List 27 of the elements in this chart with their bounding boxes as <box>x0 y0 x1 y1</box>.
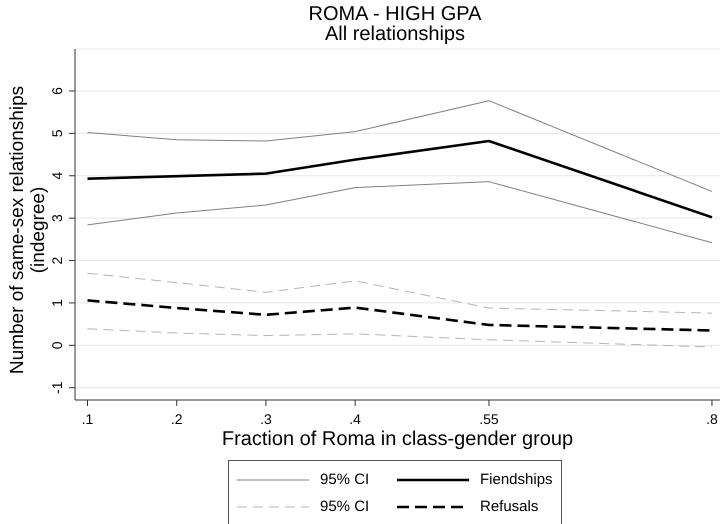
line-series <box>86 181 712 244</box>
x-tick-label: .3 <box>260 411 272 427</box>
line-series <box>86 140 714 219</box>
x-axis-title: Fraction of Roma in class-gender group <box>222 428 574 450</box>
y-tick-label: 5 <box>49 129 65 138</box>
chart-title: ROMA - HIGH GPA <box>308 3 482 25</box>
line-series <box>86 328 712 348</box>
x-tick-label: .8 <box>706 411 718 427</box>
y-tick-label: 4 <box>49 172 65 180</box>
x-tick-label: .1 <box>82 411 94 427</box>
x-tick-label: .55 <box>479 411 499 427</box>
legend-label: Refusals <box>480 498 538 515</box>
y-tick-label: 3 <box>49 214 65 222</box>
y-tick-label: -1 <box>49 381 65 394</box>
y-tick-label: 0 <box>49 341 65 350</box>
y-tick-label: 1 <box>49 298 65 307</box>
line-series <box>86 272 712 314</box>
line-series <box>86 100 712 192</box>
y-tick-label: 6 <box>49 86 65 95</box>
legend-label: 95% CI <box>320 498 370 515</box>
y-axis-title: Number of same-sex relationships (indegree) <box>7 86 49 374</box>
legend-label: Fiendships <box>480 471 553 488</box>
chart-subtitle: All relationships <box>324 23 466 45</box>
x-tick-label: .2 <box>170 411 183 427</box>
legend-label: 95% CI <box>320 471 370 488</box>
y-tick-label: 2 <box>49 256 65 264</box>
x-tick-label: .4 <box>349 411 362 427</box>
